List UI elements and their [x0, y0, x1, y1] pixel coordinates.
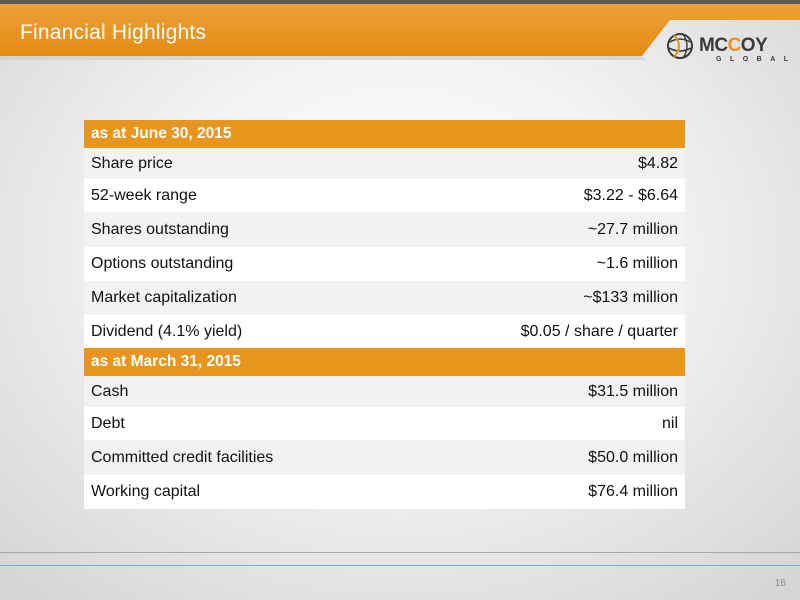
table-row: Dividend (4.1% yield) $0.05 / share / qu… — [84, 315, 685, 348]
row-value: ~27.7 million — [587, 220, 678, 238]
table-row: Share price $4.82 — [84, 148, 685, 179]
table-row: Debt nil — [84, 407, 685, 440]
row-value: ~$133 million — [583, 289, 678, 306]
row-value: $4.82 — [637, 154, 678, 172]
row-label: Shares outstanding — [91, 220, 229, 238]
row-label: Options outstanding — [91, 255, 234, 272]
row-label: Working capital — [91, 483, 201, 500]
table-row: 52-week range $3.22 - $6.64 — [84, 179, 685, 212]
logo-text-suffix: OY — [740, 35, 768, 56]
top-strip — [0, 0, 800, 4]
section-heading-march: as at March 31, 2015 — [84, 348, 685, 376]
logo-wordmark: MCCOY — [699, 35, 768, 57]
row-label: Cash — [91, 382, 129, 400]
row-label: Committed credit facilities — [91, 448, 274, 466]
globe-icon — [667, 33, 693, 59]
logo-text-prefix: MC — [699, 35, 728, 56]
row-label: Debt — [91, 414, 125, 432]
page-number: 16 — [774, 578, 786, 589]
row-value: ~1.6 million — [596, 255, 678, 272]
table-row: Committed credit facilities $50.0 millio… — [84, 440, 685, 475]
table-row: Market capitalization ~$133 million — [84, 281, 685, 315]
header-banner-shape — [0, 4, 800, 60]
company-logo: MCCOY GLOBAL — [666, 32, 788, 68]
row-value: $76.4 million — [588, 483, 678, 500]
row-value: nil — [661, 414, 678, 432]
footer-divider-gray — [0, 552, 800, 553]
section-heading-june: as at June 30, 2015 — [84, 120, 685, 148]
row-label: Share price — [91, 154, 173, 172]
table-row: Cash $31.5 million — [84, 376, 685, 407]
table-row: Shares outstanding ~27.7 million — [84, 212, 685, 247]
row-label: Dividend (4.1% yield) — [91, 322, 243, 340]
row-value: $3.22 - $6.64 — [583, 186, 678, 204]
row-value: $50.0 million — [588, 448, 678, 466]
financial-table: as at June 30, 2015 Share price $4.82 52… — [84, 120, 685, 509]
logo-text-o: C — [727, 35, 742, 56]
footer-divider-orange — [0, 565, 800, 566]
row-label: 52-week range — [91, 186, 197, 204]
row-value: $31.5 million — [588, 382, 678, 400]
logo-subtext: GLOBAL — [716, 56, 797, 63]
slide-header: Financial Highlights MCCOY GLOBAL — [0, 4, 800, 64]
table-row: Working capital $76.4 million — [84, 475, 685, 509]
row-value: $0.05 / share / quarter — [520, 322, 678, 340]
row-label: Market capitalization — [91, 289, 237, 306]
page-title: Financial Highlights — [20, 21, 207, 44]
table-row: Options outstanding ~1.6 million — [84, 247, 685, 281]
